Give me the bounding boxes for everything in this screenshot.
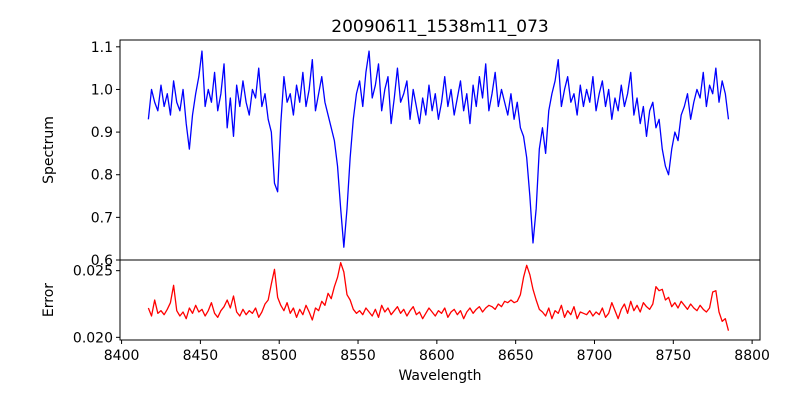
error-ytick-label: 0.025	[73, 264, 113, 280]
spectrum-series-line	[147, 50, 730, 248]
error-ytick-label: 0.020	[73, 330, 113, 346]
xtick: 8750	[655, 340, 691, 364]
xtick: 8700	[577, 340, 613, 364]
error-ytick: 0.020	[73, 330, 120, 346]
xtick: 8800	[734, 340, 770, 364]
xtick: 8400	[104, 340, 140, 364]
spectrum-ytick: 1.0	[91, 82, 120, 98]
xtick: 8650	[498, 340, 534, 364]
error-series-line	[147, 262, 730, 331]
spectrum-ylabel: Spectrum	[41, 116, 57, 184]
spectrum-ytick-label: 1.0	[91, 82, 113, 98]
error-axes-frame	[119, 259, 761, 341]
spectrum-ytick: 0.8	[91, 168, 120, 184]
xtick: 8500	[261, 340, 297, 364]
error-ylabel: Error	[41, 283, 57, 317]
chart-title: 20090611_1538m11_073	[331, 17, 548, 37]
spectrum-ytick-label: 0.7	[91, 210, 113, 226]
xtick-label: 8500	[261, 348, 297, 364]
xtick: 8550	[340, 340, 376, 364]
xtick: 8600	[419, 340, 455, 364]
spectrum-ytick-label: 0.8	[91, 168, 113, 184]
xtick-label: 8400	[104, 348, 140, 364]
spectrum-ytick: 0.7	[91, 210, 120, 226]
xtick-label: 8750	[655, 348, 691, 364]
spectrum-ytick: 0.6	[91, 253, 120, 269]
spectrum-ytick-label: 1.1	[91, 40, 113, 56]
spectrum-ytick: 1.1	[91, 40, 120, 56]
spectrum-ytick-label: 0.9	[91, 125, 113, 141]
xtick-label: 8550	[340, 348, 376, 364]
xtick: 8450	[183, 340, 219, 364]
spectrum-ytick-label: 0.6	[91, 253, 113, 269]
x-axis-label: Wavelength	[398, 368, 481, 384]
xtick-label: 8800	[734, 348, 770, 364]
xtick-label: 8600	[419, 348, 455, 364]
spectrum-ytick: 0.9	[91, 125, 120, 141]
xtick-label: 8700	[577, 348, 613, 364]
error-panel: 0.020 0.025 8400 8450 8500 8550 8600 8650 8700 87…	[73, 259, 770, 364]
xtick-label: 8450	[183, 348, 219, 364]
error-ytick: 0.025	[73, 264, 120, 280]
xtick-label: 8650	[498, 348, 534, 364]
